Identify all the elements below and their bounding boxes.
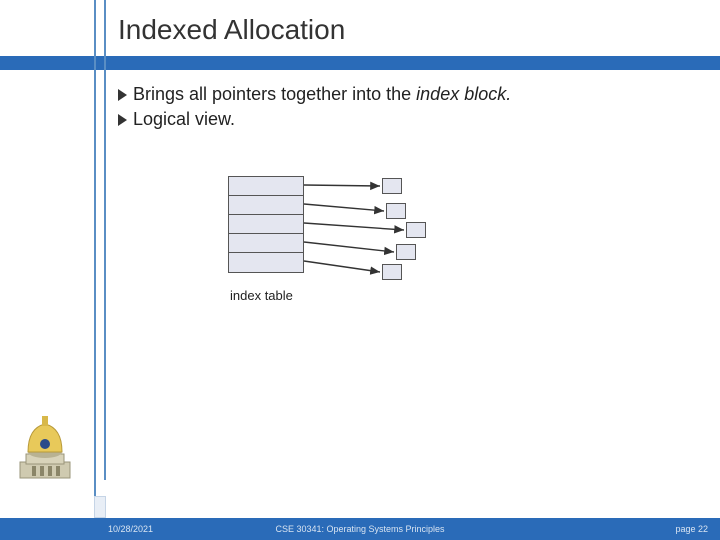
data-block [382, 178, 402, 194]
bullet-2: Logical view. [118, 109, 678, 130]
bullet-2-prefix: Logical view. [133, 109, 235, 129]
header-bar [0, 56, 720, 70]
data-block [396, 244, 416, 260]
bullet-1-text: Brings all pointers together into the in… [133, 84, 511, 105]
bullet-arrow-icon [118, 89, 127, 101]
vertical-rule-outer [94, 0, 96, 540]
data-block [382, 264, 402, 280]
footer-page: page 22 [675, 524, 708, 534]
bullet-2-text: Logical view. [133, 109, 235, 130]
footer-accent-block [94, 496, 106, 518]
bullet-1: Brings all pointers together into the in… [118, 84, 678, 105]
data-block [406, 222, 426, 238]
title-background [0, 0, 720, 56]
footer-bar: 10/28/2021 CSE 30341: Operating Systems … [0, 518, 720, 540]
content-area: Brings all pointers together into the in… [118, 84, 678, 134]
bullet-1-prefix: Brings all pointers together into the [133, 84, 416, 104]
vertical-rule-inner [104, 0, 106, 480]
bullet-arrow-icon [118, 114, 127, 126]
diagram-caption: index table [230, 288, 293, 303]
footer-course: CSE 30341: Operating Systems Principles [0, 524, 720, 534]
slide-title: Indexed Allocation [118, 14, 345, 46]
bullet-1-italic: index block. [416, 84, 511, 104]
index-diagram: index table [210, 176, 450, 336]
data-block [386, 203, 406, 219]
dome-logo [14, 414, 76, 482]
